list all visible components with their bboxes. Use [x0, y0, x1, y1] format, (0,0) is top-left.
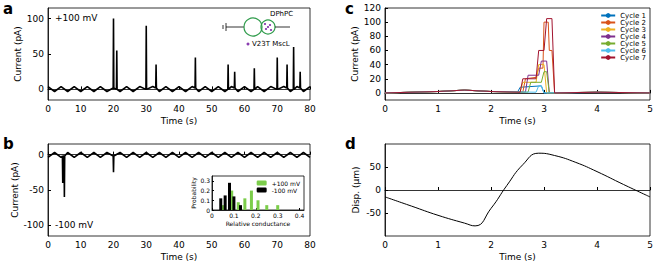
svg-text:4: 4: [594, 104, 600, 114]
svg-text:40: 40: [370, 60, 382, 70]
svg-text:20: 20: [370, 74, 382, 84]
svg-text:-100: -100: [24, 220, 45, 230]
svg-text:-50: -50: [366, 208, 381, 218]
svg-text:30: 30: [141, 240, 153, 250]
svg-text:Cycle 6: Cycle 6: [620, 46, 646, 55]
svg-text:0.1: 0.1: [229, 212, 239, 219]
svg-text:70: 70: [272, 104, 284, 114]
svg-text:0.3: 0.3: [200, 177, 210, 184]
svg-text:0.3: 0.3: [273, 212, 283, 219]
svg-text:80: 80: [370, 31, 382, 41]
svg-text:100: 100: [364, 17, 381, 27]
svg-text:Cycle 7: Cycle 7: [620, 54, 646, 62]
svg-text:0: 0: [206, 206, 210, 214]
svg-text:0.2: 0.2: [200, 187, 210, 194]
svg-text:V23T MscL: V23T MscL: [252, 40, 290, 48]
svg-text:Current (pA): Current (pA): [350, 26, 360, 82]
svg-text:Cycle 3: Cycle 3: [620, 25, 646, 34]
svg-text:3: 3: [541, 104, 547, 114]
svg-text:50: 50: [206, 240, 218, 250]
svg-text:20: 20: [108, 240, 120, 250]
svg-text:Time (s): Time (s): [498, 116, 536, 126]
svg-text:Cycle 1: Cycle 1: [620, 11, 646, 20]
svg-text:2: 2: [488, 104, 494, 114]
svg-text:20: 20: [108, 104, 120, 114]
svg-text:30: 30: [141, 104, 153, 114]
svg-text:Disp. (µm): Disp. (µm): [351, 166, 361, 213]
svg-text:Current (pA): Current (pA): [10, 162, 20, 218]
svg-text:0: 0: [382, 240, 388, 250]
svg-text:DPhPC: DPhPC: [270, 10, 293, 18]
svg-text:40: 40: [173, 104, 185, 114]
svg-text:d: d: [345, 135, 356, 153]
svg-text:4: 4: [594, 240, 600, 250]
svg-text:0: 0: [382, 104, 388, 114]
svg-text:Time (s): Time (s): [498, 252, 536, 262]
svg-text:5: 5: [647, 104, 653, 114]
svg-text:Time (s): Time (s): [160, 116, 198, 126]
svg-text:b: b: [3, 135, 14, 153]
svg-text:5: 5: [647, 240, 653, 250]
svg-text:0: 0: [38, 150, 44, 160]
svg-text:a: a: [3, 0, 13, 18]
svg-text:0: 0: [210, 212, 214, 219]
svg-text:0: 0: [375, 88, 381, 98]
svg-text:Relative conductance: Relative conductance: [226, 220, 291, 227]
svg-text:0.1: 0.1: [200, 197, 210, 204]
svg-text:0.4: 0.4: [295, 212, 305, 219]
svg-text:+100 mV: +100 mV: [272, 180, 301, 187]
svg-text:50: 50: [370, 162, 382, 172]
svg-text:Cycle 2: Cycle 2: [620, 18, 646, 27]
svg-text:1: 1: [435, 240, 441, 250]
svg-text:Current (pA): Current (pA): [13, 26, 23, 82]
svg-text:10: 10: [75, 240, 87, 250]
svg-text:0: 0: [45, 240, 51, 250]
svg-text:Cycle 5: Cycle 5: [620, 39, 646, 48]
svg-text:0: 0: [375, 185, 381, 195]
svg-text:1: 1: [435, 104, 441, 114]
svg-text:50: 50: [33, 49, 45, 59]
svg-text:-100 mV: -100 mV: [55, 220, 94, 230]
svg-text:+100 mV: +100 mV: [55, 13, 98, 23]
svg-text:c: c: [345, 0, 354, 18]
svg-text:0: 0: [45, 104, 51, 114]
svg-text:60: 60: [370, 45, 382, 55]
svg-text:Time (s): Time (s): [160, 252, 198, 262]
svg-text:-100 mV: -100 mV: [272, 187, 298, 194]
svg-text:80: 80: [304, 240, 316, 250]
svg-text:40: 40: [173, 240, 185, 250]
svg-text:Probability: Probability: [190, 177, 198, 209]
svg-text:60: 60: [239, 240, 251, 250]
svg-text:2: 2: [488, 240, 494, 250]
svg-text:100: 100: [27, 14, 44, 24]
svg-text:120: 120: [364, 3, 381, 13]
svg-text:60: 60: [239, 104, 251, 114]
svg-text:50: 50: [206, 104, 218, 114]
svg-text:0.2: 0.2: [251, 212, 261, 219]
svg-text:80: 80: [304, 104, 316, 114]
svg-text:3: 3: [541, 240, 547, 250]
svg-text:0: 0: [38, 84, 44, 94]
svg-text:-50: -50: [29, 185, 44, 195]
svg-text:10: 10: [75, 104, 87, 114]
svg-text:Cycle 4: Cycle 4: [620, 32, 646, 41]
svg-text:70: 70: [272, 240, 284, 250]
